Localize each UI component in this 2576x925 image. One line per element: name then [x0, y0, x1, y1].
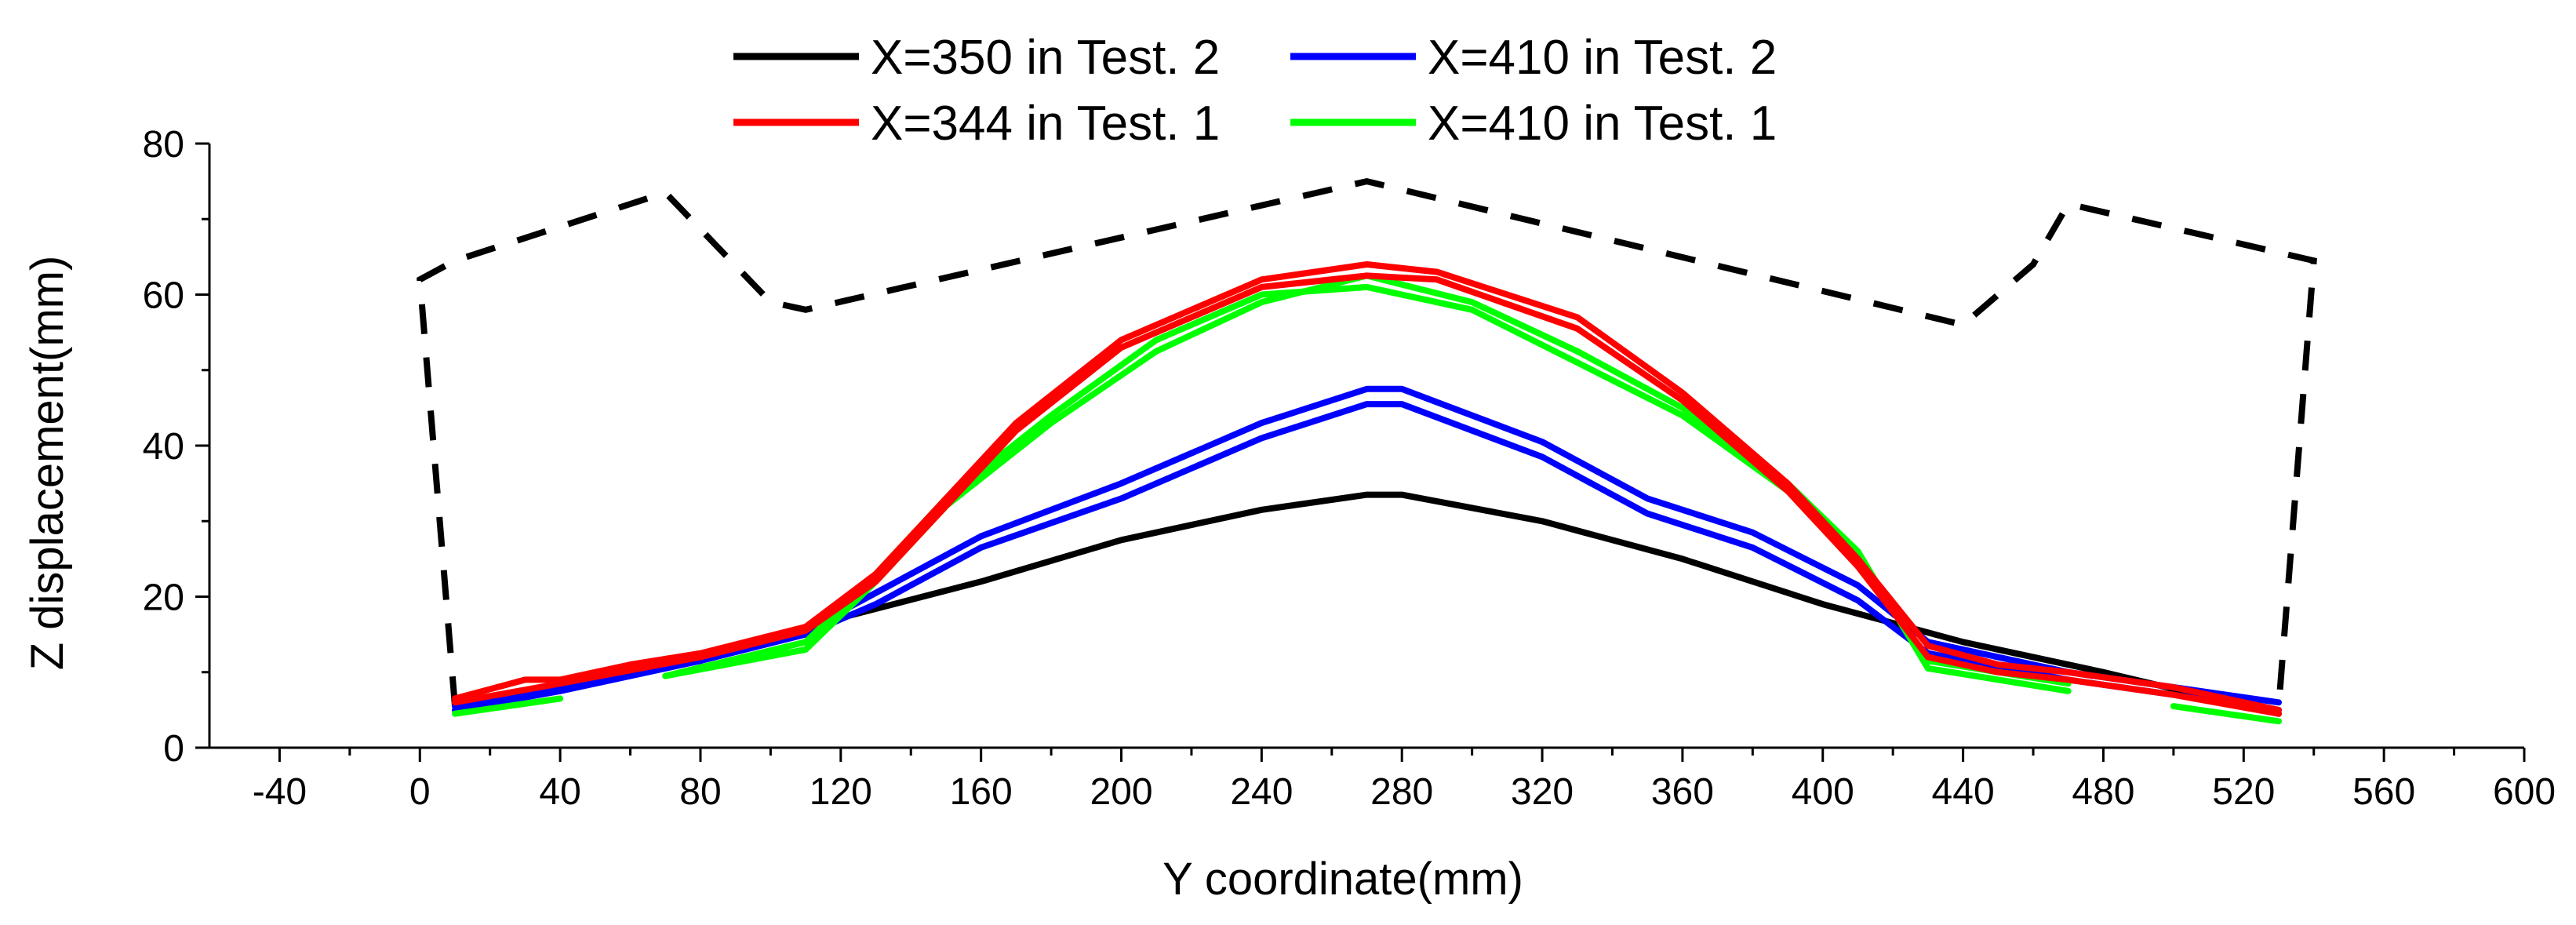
series-line-x-410-in-test-1-1: [662, 272, 2072, 694]
y-tick-label: 0: [163, 728, 184, 770]
x-tick-label: 0: [409, 771, 431, 813]
y-tick-label: 40: [143, 426, 184, 468]
boundary-layer: [417, 177, 2317, 707]
y-axis-title: Z displacement(mm): [22, 256, 73, 671]
x-tick-label: 80: [679, 771, 721, 813]
x-tick-label: 160: [950, 771, 1013, 813]
series-layer: [452, 261, 2282, 725]
legend-label-x410-test2: X=410 in Test. 2: [1428, 31, 1777, 85]
boundary-dashed-outline: [417, 177, 2317, 707]
y-ticks: 0 20 40 60 80: [143, 124, 209, 770]
legend: X=350 in Test. 2 X=410 in Test. 2 X=344 …: [733, 31, 1777, 151]
y-tick-label: 20: [143, 577, 184, 619]
x-axis-title: Y coordinate(mm): [1162, 854, 1523, 905]
legend-label-x350-test2: X=350 in Test. 2: [871, 31, 1220, 85]
series-line-x-344-in-test-1-1: [452, 272, 2282, 717]
x-tick-label: 480: [2072, 771, 2134, 813]
x-tick-label: 120: [810, 771, 872, 813]
y-tick-label: 80: [143, 124, 184, 166]
series-line-x-410-in-test-1-3: [662, 283, 2072, 687]
y-tick-label: 60: [143, 275, 184, 317]
x-tick-label: 440: [1932, 771, 1995, 813]
x-tick-label: 520: [2212, 771, 2275, 813]
x-tick-label: 240: [1230, 771, 1293, 813]
series-line-x-410-in-test-1-2: [2170, 703, 2282, 725]
x-tick-label: 600: [2493, 771, 2556, 813]
axes: -40 0 40 80 120 160 200 240 280 320 360 400 440 480 52…: [143, 124, 2556, 813]
x-tick-label: 560: [2352, 771, 2415, 813]
series-line-x-410-in-test-2-1: [452, 401, 2282, 713]
x-tick-label: 400: [1792, 771, 1854, 813]
x-tick-label: 320: [1511, 771, 1574, 813]
legend-label-x410-test1: X=410 in Test. 1: [1428, 97, 1777, 151]
series-line-x-410-in-test-1-0: [452, 695, 564, 717]
x-ticks: -40 0 40 80 120 160 200 240 280 320 360 400 440 480 52…: [253, 748, 2556, 813]
x-tick-label: 280: [1370, 771, 1433, 813]
x-tick-label: 40: [539, 771, 580, 813]
x-tick-label: 200: [1090, 771, 1152, 813]
series-line-x-344-in-test-1-0: [452, 261, 2282, 713]
legend-label-x344-test1: X=344 in Test. 1: [871, 97, 1220, 151]
x-tick-label: 360: [1651, 771, 1714, 813]
x-tick-label: -40: [253, 771, 307, 813]
